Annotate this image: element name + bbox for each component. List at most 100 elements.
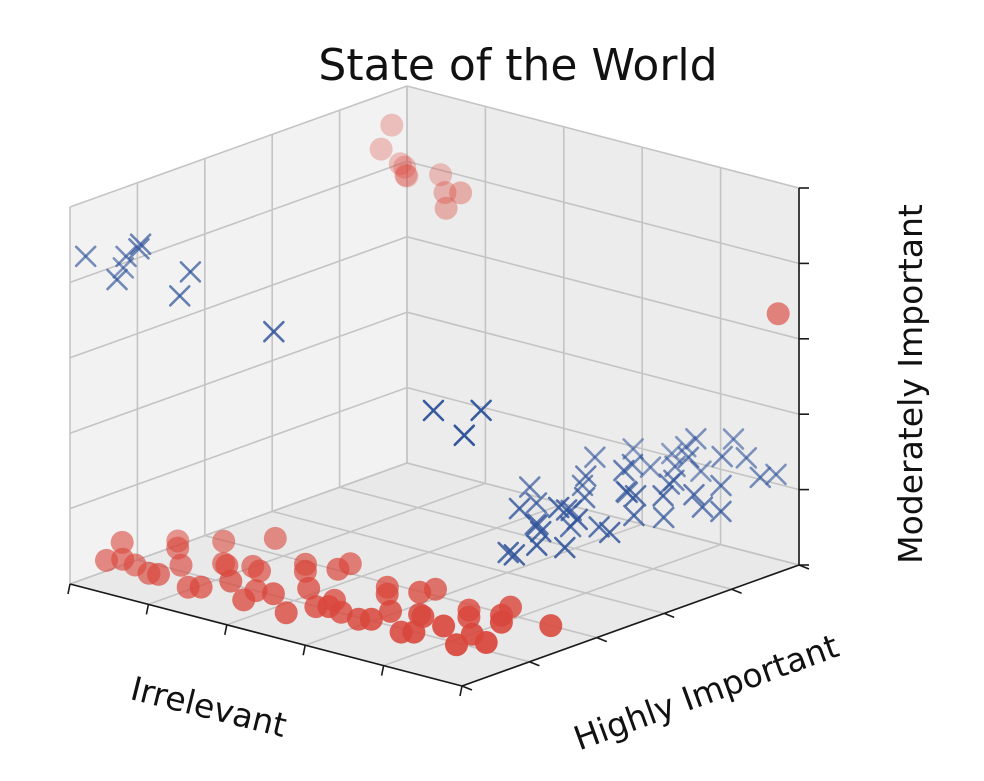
circle-point xyxy=(166,536,190,560)
x-point-stroke xyxy=(529,520,552,543)
x-point xyxy=(168,285,191,307)
circle-point xyxy=(219,569,243,593)
circle-point xyxy=(111,547,135,571)
circle-point xyxy=(189,575,213,599)
x-point-stroke xyxy=(422,399,445,422)
x-point xyxy=(584,446,606,469)
circle-point xyxy=(263,526,287,550)
circle-point xyxy=(326,557,350,581)
circle-point xyxy=(434,196,458,220)
circle-point xyxy=(445,633,468,657)
gridline xyxy=(406,160,800,265)
x-point-stroke xyxy=(664,455,686,478)
circle-point xyxy=(261,582,285,606)
x-point xyxy=(652,506,675,529)
gridline xyxy=(406,85,800,189)
x-tick xyxy=(145,604,150,615)
y-axis-label: Highly Important xyxy=(568,626,843,758)
chart-title: State of the World xyxy=(318,40,717,91)
circle-point xyxy=(395,164,419,188)
circle-point xyxy=(110,530,134,554)
x-point xyxy=(508,497,531,520)
x-point-stroke xyxy=(623,504,645,527)
x-point xyxy=(722,428,745,450)
y-tick xyxy=(461,685,473,691)
x-point-stroke xyxy=(518,476,541,498)
x-point-stroke xyxy=(613,459,635,482)
x-point-stroke xyxy=(685,427,707,450)
x-point xyxy=(574,465,597,487)
gridline xyxy=(406,311,800,415)
gridline xyxy=(406,236,800,340)
x-point-stroke xyxy=(74,245,97,268)
gridline xyxy=(69,160,408,284)
x-point xyxy=(710,500,732,523)
circle-point xyxy=(317,595,341,619)
x-point-stroke xyxy=(508,497,531,520)
x-point xyxy=(749,466,772,489)
x-point xyxy=(128,238,150,260)
circle-point xyxy=(274,601,298,625)
gridline xyxy=(383,543,721,667)
pane-left-wall xyxy=(70,86,407,584)
circle-point xyxy=(539,614,563,638)
x-point xyxy=(422,399,445,422)
x-tick xyxy=(459,685,463,697)
x-point-stroke xyxy=(525,534,548,557)
x-axis-label: Irrelevant xyxy=(127,669,291,745)
circle-point xyxy=(766,302,790,326)
gridline xyxy=(271,510,665,615)
x-point xyxy=(658,473,681,495)
x-point xyxy=(598,521,621,544)
x-tick xyxy=(302,645,306,656)
circle-point xyxy=(147,562,170,586)
x-point xyxy=(518,476,541,498)
x-point xyxy=(622,438,644,460)
circle-point xyxy=(429,163,453,187)
x-point xyxy=(639,456,662,478)
x-point xyxy=(683,483,705,506)
x-point-stroke xyxy=(527,513,549,536)
y-tick xyxy=(529,661,540,667)
x-point xyxy=(547,496,570,519)
gridline xyxy=(406,386,800,491)
x-point-stroke xyxy=(624,484,647,507)
x-point-stroke xyxy=(683,483,705,506)
x-point xyxy=(573,486,596,509)
x-point-stroke xyxy=(615,480,637,503)
y-tick xyxy=(596,636,608,643)
circle-point xyxy=(297,576,321,600)
x-point-stroke xyxy=(566,508,589,531)
circle-point xyxy=(293,559,317,583)
circle-point xyxy=(393,155,417,179)
x-point-stroke xyxy=(749,466,772,489)
circle-point xyxy=(248,559,271,583)
x-point xyxy=(735,447,758,469)
x-point-stroke xyxy=(574,465,597,487)
x-point-stroke xyxy=(547,496,570,519)
x-point-stroke xyxy=(470,399,492,422)
x-point xyxy=(115,245,137,268)
x-point-stroke xyxy=(584,446,606,469)
x-point xyxy=(613,459,635,482)
x-point xyxy=(74,245,97,268)
x-point-stroke xyxy=(652,485,674,507)
x-point xyxy=(106,268,128,291)
circle-point xyxy=(369,137,393,161)
x-point xyxy=(624,484,647,507)
x-point xyxy=(652,485,674,507)
circle-point xyxy=(379,599,402,623)
x-point xyxy=(710,474,732,497)
circle-point xyxy=(212,529,236,553)
x-point xyxy=(621,453,644,476)
x-point-stroke xyxy=(622,438,644,460)
gridline xyxy=(204,534,598,639)
x-point-stroke xyxy=(497,541,520,564)
x-point-stroke xyxy=(588,516,610,538)
x-point xyxy=(588,516,610,538)
x-point xyxy=(527,513,549,536)
x-point xyxy=(263,320,285,343)
y-tick xyxy=(663,612,675,619)
x-point-stroke xyxy=(639,456,662,478)
x-point xyxy=(554,536,576,559)
